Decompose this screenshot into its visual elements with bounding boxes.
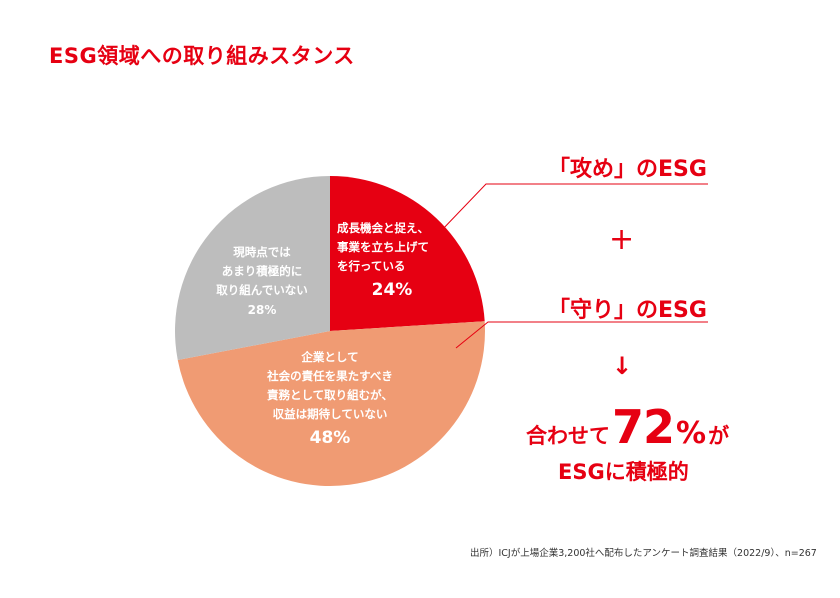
callout-lines <box>439 183 708 349</box>
slice-1-label-line: 事業を立ち上げて <box>337 240 429 254</box>
attack-esg-label: 「攻め」のESG <box>548 157 707 182</box>
source-note: 出所）ICJが上場企業3,200社へ配布したアンケート調査結果（2022/9）、… <box>470 548 817 559</box>
defend-esg-label: 「守り」のESG <box>548 298 707 323</box>
slice-1-value-label: 24% <box>372 280 413 300</box>
slice-1-label-line: を行っている <box>337 259 405 273</box>
plus-sign: + <box>609 222 635 257</box>
slice-2-value-label: 48% <box>310 428 351 448</box>
callout-line-defend <box>455 321 708 349</box>
summary-number: 72 <box>612 400 675 454</box>
slice-2-label-line: 企業として <box>300 350 358 364</box>
slice-2-label-line: 責務として取り組むが、 <box>267 388 393 402</box>
slice-3-label-line: あまり積極的に <box>222 264 303 278</box>
summary-prefix: 合わせて <box>526 424 610 448</box>
page-title: ESG領域への取り組みスタンス <box>49 44 355 68</box>
summary-line-2: ESGに積極的 <box>558 460 689 484</box>
summary-suffix: が <box>708 424 730 448</box>
summary-percent: % <box>676 416 707 451</box>
slice-2-label-line: 社会の責任を果たすべき <box>266 369 393 383</box>
slice-1-label-line: 成長機会と捉え、 <box>337 221 429 235</box>
callout-line-attack <box>439 183 708 233</box>
slice-3-label-line: 現時点では <box>233 245 291 259</box>
slice-2-label-line: 収益は期待していない <box>273 407 388 421</box>
slice-3-label-line: 取り組んでいない <box>216 283 307 297</box>
down-arrow-icon: ↓ <box>612 352 633 380</box>
summary-line-1: 合わせて 72 % が <box>526 400 729 454</box>
pie-slice-3 <box>175 175 330 361</box>
pie-slice-1 <box>330 176 485 331</box>
slice-3-value-label: 28% <box>248 303 277 317</box>
pie-slice-2 <box>177 321 485 486</box>
